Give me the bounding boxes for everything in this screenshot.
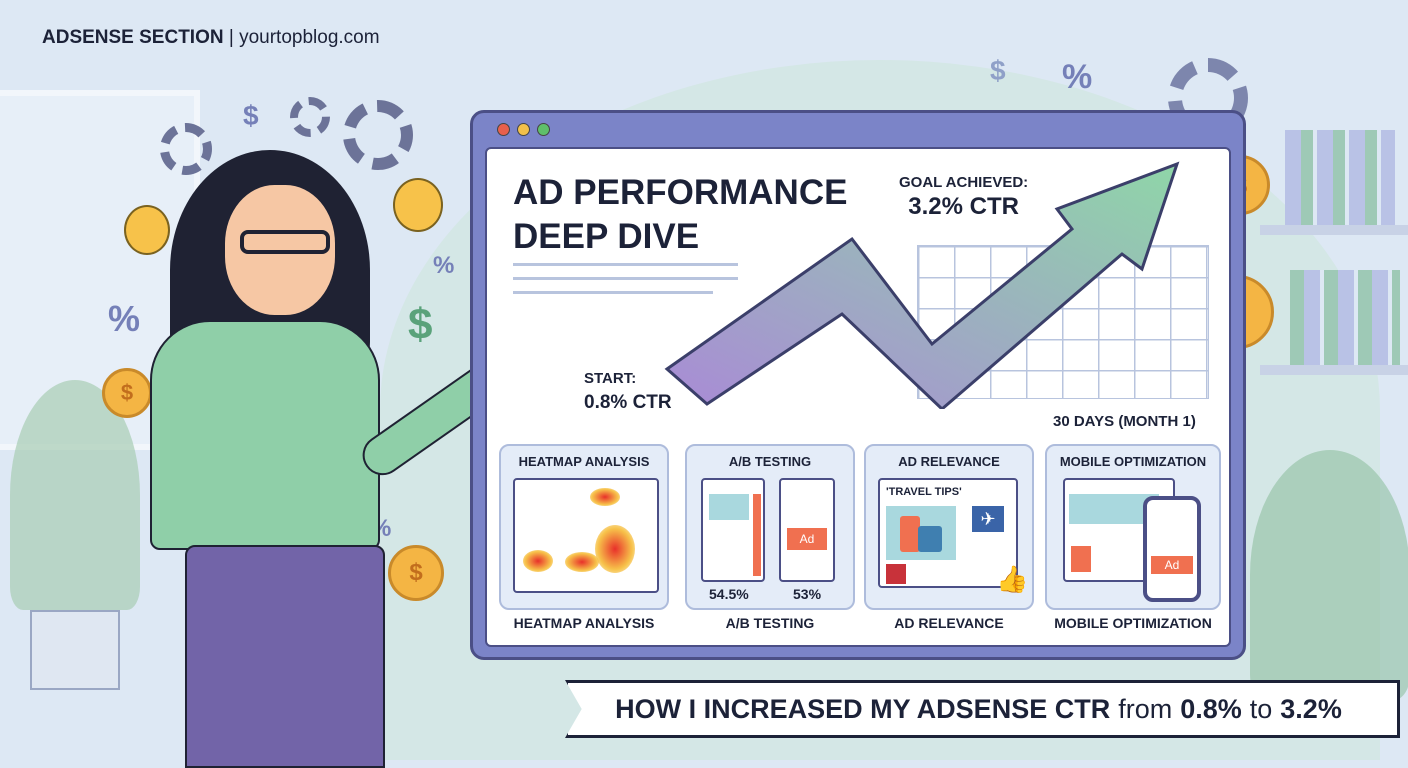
site-name: yourtopblog.com <box>239 27 380 48</box>
glasses <box>240 230 330 254</box>
coin-symbol: $ <box>409 559 423 586</box>
card-title: AD RELEVANCE <box>898 454 1000 469</box>
card-label: MOBILE OPTIMIZATION <box>1054 615 1212 631</box>
percent-icon: % <box>108 298 141 339</box>
card-ab-testing[interactable]: A/B TESTING Ad 54.5% 53% <box>685 444 855 610</box>
text-line <box>513 291 713 294</box>
card-ad-relevance[interactable]: AD RELEVANCE 'TRAVEL TIPS' ✈ 👍 <box>864 444 1034 610</box>
start-label: START: <box>584 370 637 387</box>
plant-leaves <box>1250 450 1408 700</box>
banner-from: from <box>1118 693 1173 724</box>
ad-box: Ad <box>1151 556 1193 574</box>
dollar-icon: $ <box>408 300 433 349</box>
dollar-icon: $ <box>990 55 1006 86</box>
banner-bold: HOW I INCREASED MY ADSENSE CTR <box>615 693 1111 724</box>
lightbulb-icon <box>393 178 443 232</box>
card-label: HEATMAP ANALYSIS <box>513 615 655 631</box>
banner-start: 0.8% <box>1180 693 1242 724</box>
ad-box: Ad <box>787 528 827 550</box>
heat-spot <box>523 550 553 572</box>
books <box>1285 130 1395 225</box>
image-placeholder <box>709 494 749 520</box>
goal-value: 3.2% CTR <box>908 193 1019 220</box>
luggage-image <box>886 506 956 560</box>
variant-b-ctr: 53% <box>793 586 822 602</box>
text-line <box>513 277 738 280</box>
banner-end: 3.2% <box>1280 693 1342 724</box>
card-label: A/B TESTING <box>725 615 815 631</box>
goal-annotation: GOAL ACHIEVED: 3.2% CTR <box>899 171 1028 219</box>
heat-spot <box>590 488 620 506</box>
percent-icon: % <box>1062 58 1093 96</box>
coin-symbol: $ <box>120 380 134 405</box>
start-value: 0.8% CTR <box>584 392 672 413</box>
ad-headline: 'TRAVEL TIPS' <box>886 486 962 498</box>
content-panel: AD PERFORMANCE DEEP DIVE START: 0.8% CTR … <box>485 147 1231 647</box>
page-title: AD PERFORMANCE DEEP DIVE <box>513 173 848 256</box>
section-label: ADSENSE SECTION <box>42 27 224 48</box>
variant-a-ctr: 54.5% <box>709 586 749 602</box>
percent-icon: % <box>433 252 455 279</box>
suitcase-icon <box>900 516 920 552</box>
lightbulb-icon <box>124 205 170 255</box>
card-title: A/B TESTING <box>728 454 812 469</box>
variant-a-mockup <box>701 478 765 582</box>
dollar-icon: $ <box>243 100 259 131</box>
close-dot[interactable] <box>497 123 510 136</box>
books <box>1290 270 1400 365</box>
variant-b-mockup: Ad <box>779 478 835 582</box>
card-title: MOBILE OPTIMIZATION <box>1059 454 1207 469</box>
heatmap-mockup <box>513 478 659 593</box>
pants <box>185 545 385 768</box>
coin-icon: $ <box>388 545 444 601</box>
thumbs-up-icon: 👍 <box>996 564 1029 594</box>
period-label: 30 DAYS (MONTH 1) <box>1053 413 1196 430</box>
maximize-dot[interactable] <box>537 123 550 136</box>
separator: | <box>228 27 234 48</box>
headline-banner: HOW I INCREASED MY ADSENSE CTR from 0.8%… <box>565 680 1400 738</box>
arrow-shape <box>664 161 1180 409</box>
heat-spot <box>565 552 599 572</box>
header: ADSENSE SECTION | yourtopblog.com <box>42 27 380 49</box>
shirt <box>150 320 380 550</box>
bookshelf <box>1260 365 1408 375</box>
text-line <box>513 263 738 266</box>
minimize-dot[interactable] <box>517 123 530 136</box>
gear-icon <box>290 97 330 137</box>
person-illustration <box>140 145 550 768</box>
suitcase-icon <box>918 526 942 552</box>
relevance-mockup: 'TRAVEL TIPS' ✈ <box>878 478 1018 588</box>
phone-mockup: Ad <box>1143 496 1201 602</box>
airline-logo-icon <box>886 564 906 584</box>
browser-window: AD PERFORMANCE DEEP DIVE START: 0.8% CTR … <box>470 110 1246 660</box>
airplane-icon: ✈ <box>972 506 1004 532</box>
ad-banner <box>753 494 761 576</box>
card-title: HEATMAP ANALYSIS <box>518 454 650 469</box>
card-heatmap[interactable]: HEATMAP ANALYSIS <box>499 444 669 610</box>
growth-arrow <box>664 161 1180 409</box>
heat-spot <box>595 525 635 573</box>
card-mobile-optimization[interactable]: MOBILE OPTIMIZATION Ad <box>1045 444 1221 610</box>
gear-icon <box>160 123 212 175</box>
goal-label: GOAL ACHIEVED: <box>899 174 1029 191</box>
banner-to: to <box>1249 693 1273 724</box>
ad-box <box>1071 546 1091 572</box>
card-label: AD RELEVANCE <box>894 615 1004 631</box>
bookshelf <box>1260 225 1408 235</box>
plant-pot <box>30 610 120 690</box>
start-annotation: START: 0.8% CTR <box>584 367 672 415</box>
plant-leaves <box>10 380 140 610</box>
